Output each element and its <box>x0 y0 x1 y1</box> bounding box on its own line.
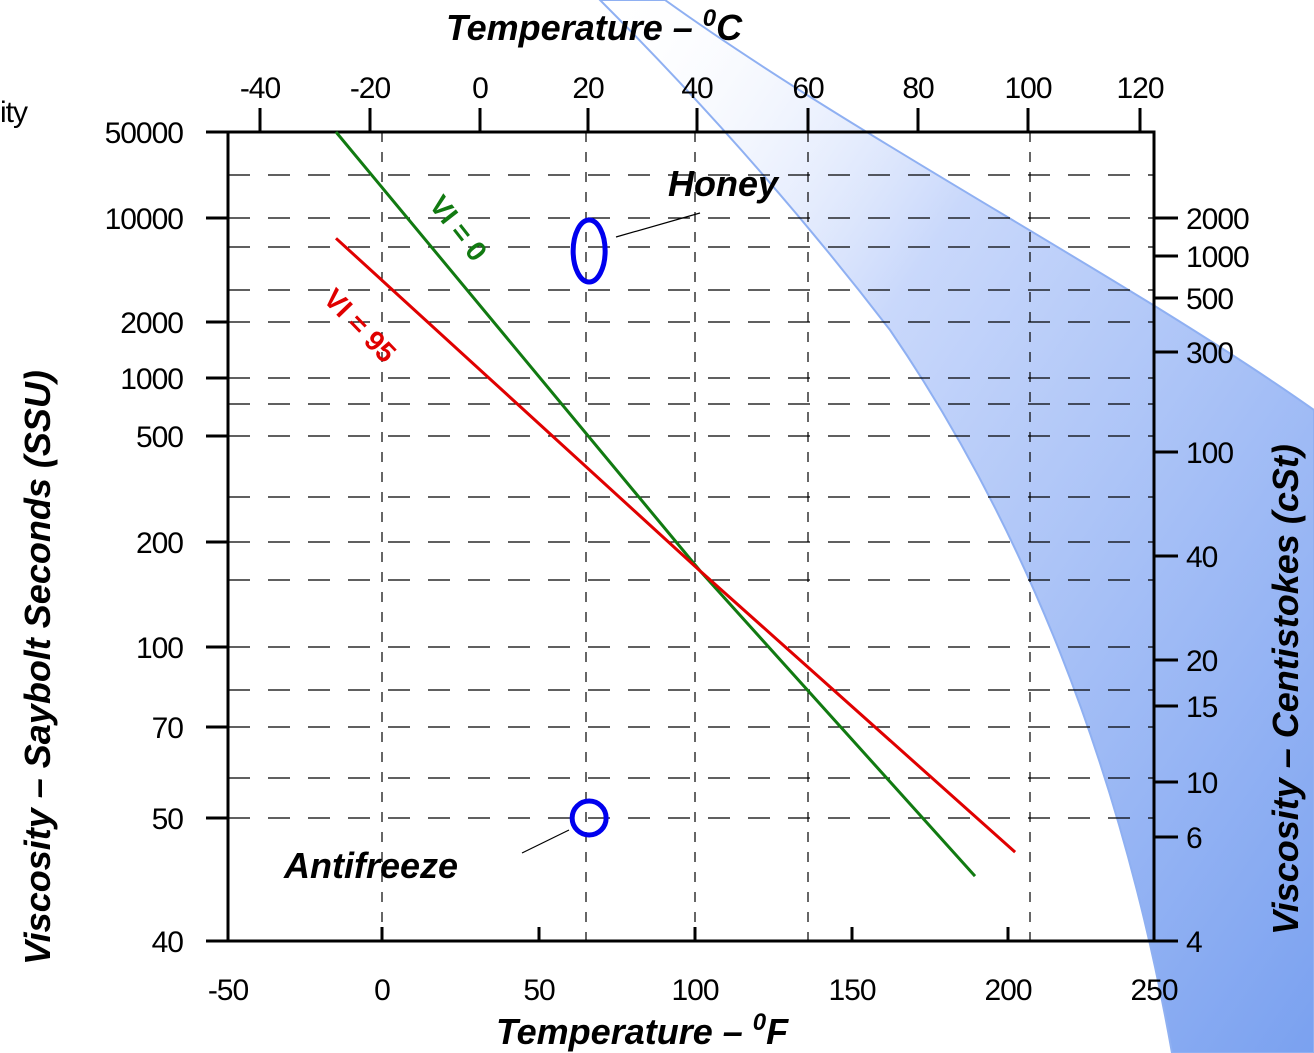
title-fragment: ity <box>0 96 28 129</box>
grid <box>228 132 1154 941</box>
y-tick-label-ssu: 10000 <box>105 203 184 236</box>
y-tick-label-ssu: 40 <box>152 926 184 959</box>
x-tick-label-c: 100 <box>1004 72 1051 105</box>
y-tick-label-ssu: 50000 <box>105 117 184 150</box>
x-tick-label-c: 0 <box>472 72 488 105</box>
x-tick-label-c: 120 <box>1116 72 1163 105</box>
x-tick-label-c: 60 <box>792 72 824 105</box>
y-tick-label-cst: 15 <box>1186 691 1218 724</box>
y-tick-label-cst: 10 <box>1186 767 1218 800</box>
x-tick-label-f: 150 <box>828 974 875 1007</box>
x-tick-label-c: -40 <box>240 72 281 105</box>
y-tick-label-ssu: 100 <box>136 632 183 665</box>
honey-label: Honey <box>668 163 780 204</box>
top-axis-title: Temperature – 0C <box>446 5 743 48</box>
y-tick-label-cst: 20 <box>1186 645 1218 678</box>
y-tick-label-ssu: 70 <box>152 712 184 745</box>
decorative-blue-band <box>598 0 1314 1053</box>
x-tick-label-f: 50 <box>523 974 555 1007</box>
y-tick-label-cst: 1000 <box>1186 241 1249 274</box>
series-line-vi-95 <box>334 237 1017 854</box>
left-axis-title: Viscosity – Saybolt Seconds (SSU) <box>17 370 58 965</box>
x-tick-label-c: 40 <box>681 72 713 105</box>
x-tick-label-f: 100 <box>671 974 718 1007</box>
antifreeze-label: Antifreeze <box>283 845 458 886</box>
y-tick-label-cst: 300 <box>1186 337 1233 370</box>
plot-frame <box>226 130 1156 943</box>
bottom-axis-title: Temperature – 0F <box>496 1009 789 1052</box>
y-tick-label-cst: 40 <box>1186 541 1218 574</box>
y-tick-label-cst: 2000 <box>1186 203 1249 236</box>
y-tick-label-cst: 500 <box>1186 283 1233 316</box>
antifreeze-marker <box>569 798 609 838</box>
axis-ticks: -50 0 50 100 150 200 250 -40 -20 0 20 40 60 80 100 120 5… <box>105 72 1250 1007</box>
y-tick-label-cst: 6 <box>1186 822 1202 855</box>
y-tick-label-ssu: 500 <box>136 421 183 454</box>
x-tick-label-f: 0 <box>374 974 390 1007</box>
series-label-vi-0: VI = 0 <box>423 190 493 267</box>
y-tick-label-cst: 4 <box>1186 926 1202 959</box>
honey-marker <box>570 217 608 285</box>
x-tick-label-c: -20 <box>350 72 391 105</box>
right-axis-title: Viscosity – Centistokes (cSt) <box>1265 444 1306 935</box>
y-tick-label-ssu: 2000 <box>120 307 183 340</box>
x-tick-label-c: 20 <box>572 72 604 105</box>
y-tick-label-ssu: 1000 <box>120 363 183 396</box>
x-tick-label-f: 200 <box>984 974 1031 1007</box>
x-tick-label-f: 250 <box>1130 974 1177 1007</box>
x-tick-label-c: 80 <box>902 72 934 105</box>
honey-leader-line <box>615 212 701 238</box>
antifreeze-leader-line <box>521 829 570 854</box>
series-label-vi-95: VI = 95 <box>318 283 402 369</box>
y-tick-label-ssu: 50 <box>152 803 184 836</box>
y-tick-label-ssu: 200 <box>136 527 183 560</box>
x-tick-label-f: -50 <box>208 974 249 1007</box>
y-tick-label-cst: 100 <box>1186 437 1233 470</box>
